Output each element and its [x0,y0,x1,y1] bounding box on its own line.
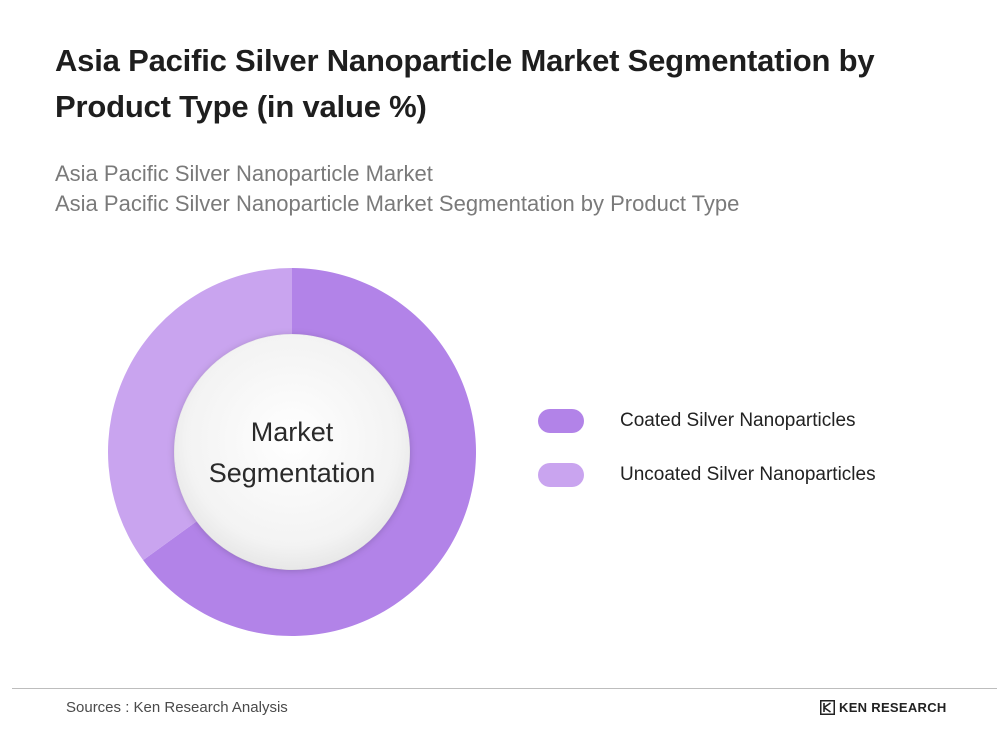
source-note: Sources : Ken Research Analysis [66,699,288,716]
brand-logo: KEN RESEARCH [820,700,947,715]
chart-legend: Coated Silver Nanoparticles Uncoated Sil… [538,394,876,502]
brand-name: KEN RESEARCH [839,700,947,715]
donut-center-label-line2: Segmentation [209,458,376,488]
legend-swatch-coated [538,409,584,433]
donut-center [175,335,409,569]
footer-divider [12,688,997,689]
donut-slice-uncoated [108,268,292,561]
legend-item-coated: Coated Silver Nanoparticles [538,394,876,448]
legend-label-uncoated: Uncoated Silver Nanoparticles [620,464,876,485]
legend-item-uncoated: Uncoated Silver Nanoparticles [538,448,876,502]
chart-subtitle-market: Asia Pacific Silver Nanoparticle Market [55,161,433,186]
donut-center-label-line1: Market [251,417,334,447]
legend-label-coated: Coated Silver Nanoparticles [620,410,856,431]
donut-slice-coated [143,268,476,636]
chart-subtitle-segmentation: Asia Pacific Silver Nanoparticle Market … [55,191,740,216]
ken-research-logo-icon [820,700,835,715]
chart-title: Asia Pacific Silver Nanoparticle Market … [55,43,875,124]
legend-swatch-uncoated [538,463,584,487]
